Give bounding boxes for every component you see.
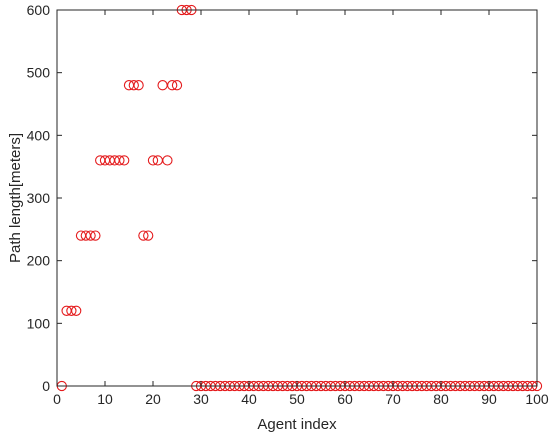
data-point bbox=[133, 80, 144, 91]
y-tick-label: 0 bbox=[42, 378, 50, 394]
data-point bbox=[85, 230, 96, 241]
data-point bbox=[66, 305, 77, 316]
data-point bbox=[114, 155, 125, 166]
data-point bbox=[128, 80, 139, 91]
x-tick-label: 100 bbox=[525, 391, 549, 407]
y-tick-label: 400 bbox=[27, 127, 51, 143]
x-tick-label: 0 bbox=[53, 391, 61, 407]
plot-frame bbox=[56, 9, 538, 387]
data-point bbox=[143, 230, 154, 241]
data-point bbox=[147, 155, 159, 166]
x-tick-label: 10 bbox=[97, 391, 113, 407]
x-axis-label: Agent index bbox=[257, 416, 337, 433]
y-axis-label: Path length[meters] bbox=[7, 133, 24, 263]
data-point bbox=[119, 155, 130, 166]
data-point bbox=[90, 230, 101, 241]
x-tick-label: 50 bbox=[289, 391, 305, 407]
x-tick-label: 60 bbox=[337, 391, 353, 407]
x-tick-label: 20 bbox=[145, 391, 161, 407]
y-tick-label: 100 bbox=[27, 315, 51, 331]
data-point bbox=[167, 80, 178, 91]
axis-ticks bbox=[56, 9, 538, 387]
x-tick-label: 70 bbox=[385, 391, 401, 407]
y-tick-labels: 0 100 200 300 400 500 600 bbox=[27, 2, 51, 394]
y-tick-label: 200 bbox=[27, 253, 51, 269]
y-tick-label: 600 bbox=[27, 2, 51, 18]
x-tick-label: 40 bbox=[241, 391, 257, 407]
data-point bbox=[157, 80, 168, 91]
y-tick-label: 500 bbox=[27, 65, 51, 81]
data-point bbox=[138, 230, 149, 241]
data-point bbox=[71, 305, 82, 316]
data-point bbox=[171, 80, 183, 91]
x-tick-label: 30 bbox=[193, 391, 209, 407]
x-tick-labels: 0 10 20 30 40 50 60 70 80 90 100 bbox=[53, 391, 549, 407]
x-tick-label: 80 bbox=[433, 391, 449, 407]
x-tick-label: 90 bbox=[481, 391, 497, 407]
data-markers bbox=[56, 4, 543, 392]
data-point bbox=[162, 155, 173, 166]
y-tick-label: 300 bbox=[27, 190, 51, 206]
